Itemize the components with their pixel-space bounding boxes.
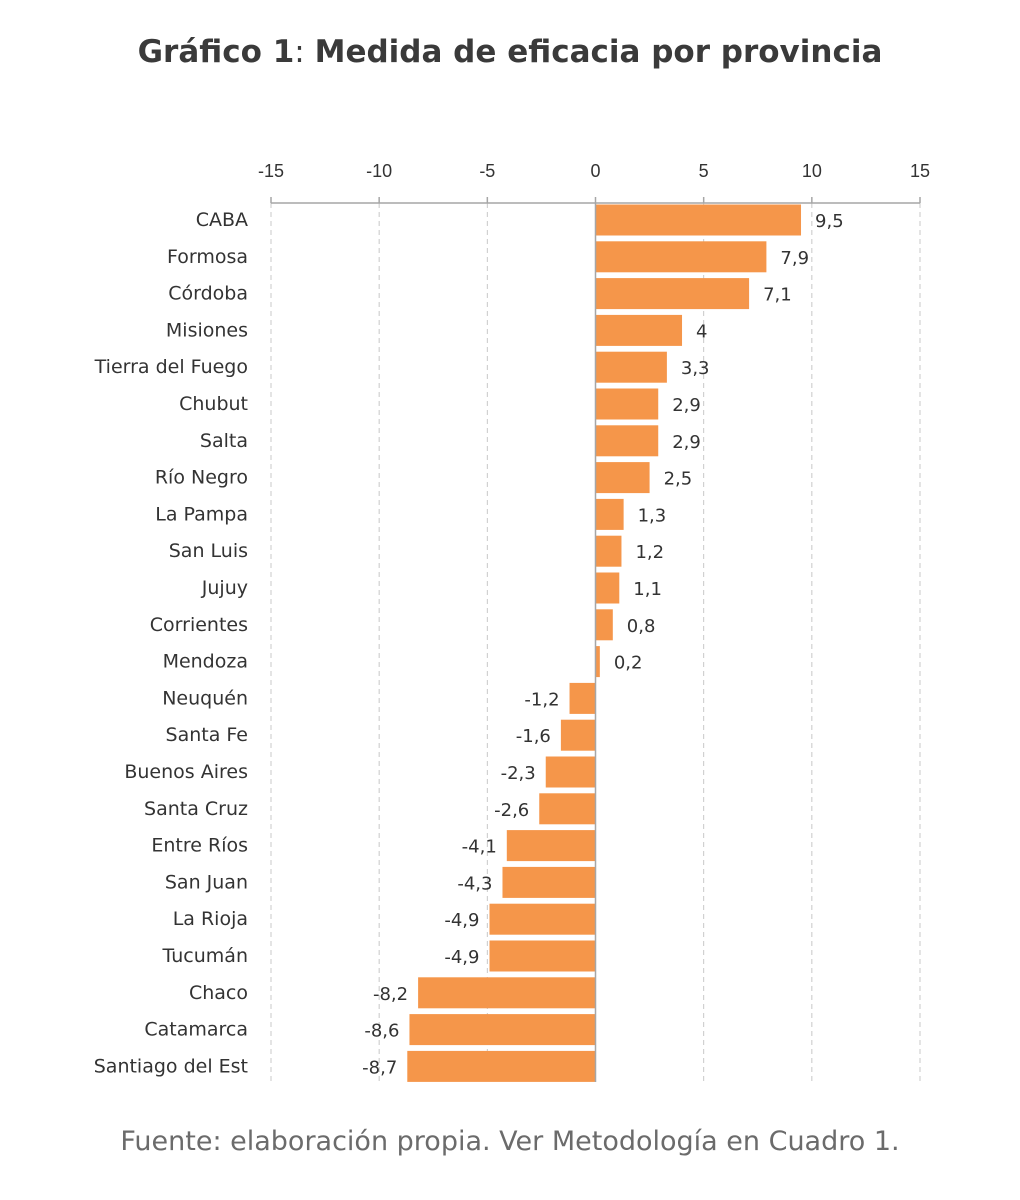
category-label-22: Catamarca	[144, 1019, 248, 1041]
category-label-7: Río Negro	[155, 467, 248, 489]
bar-8	[595, 498, 624, 530]
category-label-13: Neuquén	[162, 687, 248, 709]
value-label-12: 0,2	[614, 653, 643, 674]
category-label-14: Santa Fe	[166, 724, 248, 746]
bar-1	[595, 241, 767, 273]
bar-9	[595, 535, 622, 567]
category-label-6: Salta	[200, 430, 248, 452]
chart-title-prefix: Gráfico 1	[137, 34, 295, 70]
chart-title-separator: :	[294, 34, 315, 70]
category-label-23: Santiago del Est	[94, 1055, 248, 1077]
bar-chart: -15 -10 -5 0 5 10 15 CABA 9,5 Formosa 7,9 Córdoba 7,…	[94, 161, 930, 1082]
bar-22	[409, 1014, 596, 1046]
category-label-8: La Pampa	[155, 503, 248, 525]
value-label-22: -8,6	[364, 1021, 399, 1042]
bar-18	[502, 866, 596, 898]
category-label-10: Jujuy	[201, 577, 248, 599]
bar-11	[595, 609, 613, 641]
value-label-18: -4,3	[457, 873, 492, 894]
category-label-12: Mendoza	[163, 651, 248, 673]
value-label-1: 7,9	[780, 248, 809, 269]
category-label-18: San Juan	[165, 871, 248, 893]
value-label-4: 3,3	[681, 358, 710, 379]
value-label-3: 4	[696, 321, 707, 342]
chart-title: Gráfico 1: Medida de eficacia por provin…	[0, 34, 1020, 70]
bar-2	[595, 278, 750, 310]
bar-12	[595, 646, 600, 678]
bar-23	[407, 1050, 596, 1082]
bar-21	[418, 977, 596, 1009]
x-tick-label-2: -5	[479, 161, 495, 181]
x-tick-label-0: -15	[258, 161, 284, 181]
category-label-3: Misiones	[166, 319, 248, 341]
category-label-21: Chaco	[189, 982, 248, 1004]
bar-15	[545, 756, 596, 788]
value-label-21: -8,2	[373, 984, 408, 1005]
value-label-7: 2,5	[664, 469, 693, 490]
bar-4	[595, 351, 667, 383]
category-label-1: Formosa	[167, 246, 248, 268]
value-label-15: -2,3	[501, 763, 536, 784]
bar-5	[595, 388, 659, 420]
value-label-11: 0,8	[627, 616, 656, 637]
category-label-9: San Luis	[169, 540, 248, 562]
value-label-20: -4,9	[444, 947, 479, 968]
value-label-14: -1,6	[516, 726, 551, 747]
bar-17	[506, 830, 596, 862]
bar-7	[595, 462, 650, 494]
value-label-9: 1,2	[635, 542, 664, 563]
bar-0	[595, 204, 802, 236]
value-label-0: 9,5	[815, 211, 844, 232]
category-label-19: La Rioja	[173, 908, 248, 930]
value-label-2: 7,1	[763, 285, 792, 306]
category-label-0: CABA	[196, 209, 248, 231]
chart-title-main: Medida de eficacia por provincia	[314, 34, 883, 70]
value-label-6: 2,9	[672, 432, 701, 453]
category-label-16: Santa Cruz	[144, 798, 248, 820]
bar-14	[560, 719, 596, 751]
value-label-16: -2,6	[494, 800, 529, 821]
bar-20	[489, 940, 596, 972]
category-label-4: Tierra del Fuego	[94, 356, 248, 378]
bar-6	[595, 425, 659, 457]
value-label-23: -8,7	[362, 1057, 397, 1078]
bar-13	[569, 682, 596, 714]
value-label-17: -4,1	[462, 837, 497, 858]
bar-3	[595, 314, 683, 346]
category-label-20: Tucumán	[162, 945, 248, 967]
category-label-2: Córdoba	[168, 283, 248, 305]
x-tick-label-1: -10	[366, 161, 392, 181]
bar-10	[595, 572, 620, 604]
value-label-19: -4,9	[444, 910, 479, 931]
x-tick-label-6: 15	[910, 161, 930, 181]
value-label-13: -1,2	[524, 689, 559, 710]
category-label-15: Buenos Aires	[124, 761, 248, 783]
category-label-11: Corrientes	[150, 614, 248, 636]
x-tick-label-5: 10	[802, 161, 822, 181]
x-tick-label-4: 5	[699, 161, 709, 181]
bar-16	[539, 793, 596, 825]
category-label-17: Entre Ríos	[151, 835, 248, 857]
bar-19	[489, 903, 596, 935]
category-label-5: Chubut	[179, 393, 248, 415]
source-footer: Fuente: elaboración propia. Ver Metodolo…	[120, 1126, 900, 1157]
x-tick-label-3: 0	[590, 161, 600, 181]
value-label-8: 1,3	[638, 505, 667, 526]
value-label-5: 2,9	[672, 395, 701, 416]
value-label-10: 1,1	[633, 579, 662, 600]
